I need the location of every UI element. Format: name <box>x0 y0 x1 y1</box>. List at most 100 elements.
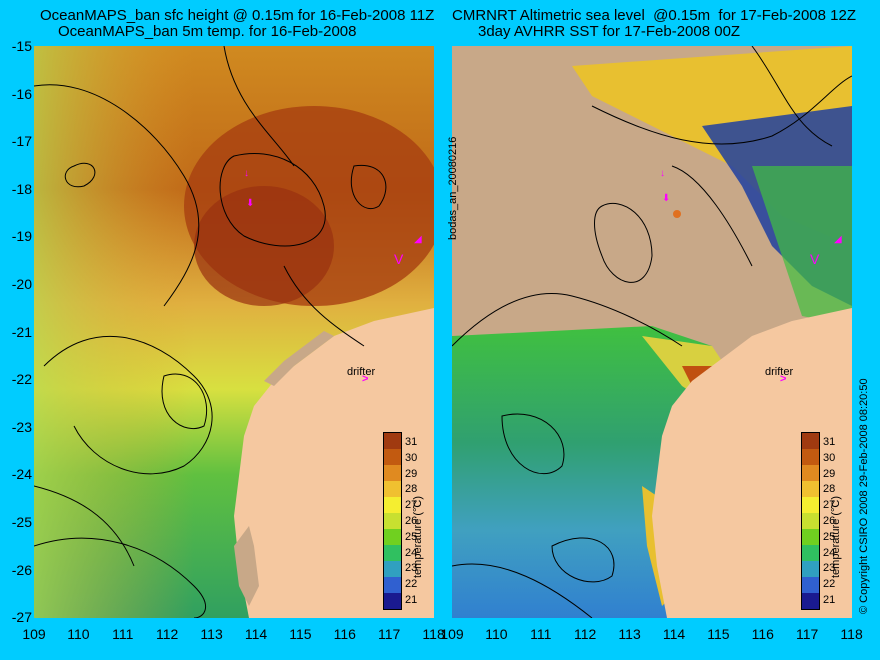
colorbar-swatch <box>384 545 401 561</box>
right-map-svg: ↓ ⬇ V ◢ <box>452 46 852 618</box>
colorbar-swatch <box>384 577 401 593</box>
x-tick-label: 116 <box>751 626 774 642</box>
colorbar-tick-label: 21 <box>405 594 418 606</box>
x-tick-label: 117 <box>378 626 401 642</box>
svg-text:⬇: ⬇ <box>246 198 254 209</box>
svg-text:V: V <box>810 251 820 267</box>
x-tick-label: 116 <box>333 626 356 642</box>
colorbar-swatch <box>802 513 819 529</box>
left-colorbar <box>383 432 402 610</box>
colorbar-tick-label: 28 <box>405 483 418 496</box>
colorbar-swatch <box>384 433 401 449</box>
x-tick-label: 114 <box>662 626 686 642</box>
right-colorbar-title: temperature (°C) <box>830 495 842 578</box>
y-tick-label: -18 <box>11 180 32 197</box>
colorbar-tick-label: 24 <box>823 546 836 559</box>
x-tick-label: 111 <box>530 626 552 642</box>
y-tick-label: -22 <box>11 371 32 388</box>
left-map-panel: ↓ ⬇ V ◢ <box>34 46 434 618</box>
colorbar-tick-label: 27 <box>405 499 418 512</box>
copyright-label: © Copyright CSIRO 2008 29-Feb-2008 08:20… <box>858 378 870 614</box>
x-tick-label: 113 <box>618 626 641 642</box>
y-tick-label: -27 <box>11 609 32 626</box>
y-tick-label: -26 <box>11 561 32 578</box>
run-id-label: bodas_an_20080216 <box>447 136 459 240</box>
colorbar-tick-label: 30 <box>405 451 418 464</box>
left-title-line2: OceanMAPS_ban 5m temp. for 16-Feb-2008 <box>58 23 357 40</box>
left-title-line1: OceanMAPS_ban sfc height @ 0.15m for 16-… <box>40 7 435 24</box>
colorbar-swatch <box>802 497 819 513</box>
svg-text:↓: ↓ <box>660 168 665 179</box>
right-drifter-arrow: > <box>780 373 787 385</box>
left-colorbar-title: temperature (°C) <box>412 495 424 578</box>
colorbar-tick-label: 23 <box>405 562 418 575</box>
colorbar-tick-label: 22 <box>405 578 418 591</box>
y-tick-label: -15 <box>11 38 32 54</box>
left-drifter-label: drifter <box>347 366 375 378</box>
colorbar-swatch <box>384 561 401 577</box>
left-drifter-text: drifter <box>347 366 376 378</box>
left-drifter-arrow: > <box>362 373 369 385</box>
colorbar-swatch <box>802 481 819 497</box>
x-tick-label: 117 <box>796 626 819 642</box>
colorbar-tick-label: 25 <box>405 530 418 543</box>
colorbar-tick-label: 24 <box>405 546 418 559</box>
colorbar-swatch <box>384 497 401 513</box>
colorbar-swatch <box>802 529 819 545</box>
right-colorbar <box>801 432 820 610</box>
y-tick-label: -16 <box>11 85 32 102</box>
svg-text:V: V <box>394 251 404 267</box>
colorbar-swatch <box>384 529 401 545</box>
right-title-line2: 3day AVHRR SST for 17-Feb-2008 00Z <box>478 23 741 40</box>
colorbar-swatch <box>384 465 401 481</box>
x-tick-label: 114 <box>244 626 268 642</box>
colorbar-tick-label: 30 <box>823 451 836 464</box>
x-tick-label: 110 <box>485 626 508 642</box>
colorbar-tick-label: 25 <box>823 530 836 543</box>
svg-text:◢: ◢ <box>834 234 842 245</box>
colorbar-swatch <box>384 449 401 465</box>
x-tick-label: 112 <box>574 626 597 642</box>
colorbar-swatch <box>802 577 819 593</box>
colorbar-tick-label: 22 <box>823 578 836 591</box>
colorbar-tick-label: 29 <box>823 467 836 480</box>
y-tick-label: -17 <box>11 133 32 150</box>
right-title-line1: CMRNRT Altimetric sea level @0.15m for 1… <box>452 7 856 24</box>
colorbar-swatch <box>802 561 819 577</box>
x-tick-label: 115 <box>289 626 312 642</box>
y-tick-label: -19 <box>11 228 32 245</box>
x-tick-label: 113 <box>200 626 223 642</box>
y-tick-label: -25 <box>11 514 32 530</box>
y-tick-label: -23 <box>11 418 32 435</box>
colorbar-swatch <box>802 433 819 449</box>
colorbar-swatch <box>384 481 401 497</box>
y-tick-label: -20 <box>11 276 32 292</box>
colorbar-tick-label: 31 <box>405 436 418 448</box>
colorbar-tick-label: 21 <box>823 594 836 606</box>
x-tick-label: 110 <box>67 626 90 642</box>
svg-text:⬇: ⬇ <box>662 193 670 204</box>
x-tick-label: 115 <box>707 626 730 642</box>
svg-text:↓: ↓ <box>244 168 249 179</box>
y-tick-label: -24 <box>11 466 32 483</box>
colorbar-swatch <box>802 545 819 561</box>
colorbar-tick-label: 31 <box>823 436 836 448</box>
y-tick-label: -21 <box>11 323 32 340</box>
x-tick-label: 118 <box>840 626 863 642</box>
right-drifter-label: drifter <box>765 366 793 378</box>
x-tick-label: 112 <box>156 626 179 642</box>
colorbar-tick-label: 29 <box>405 467 418 480</box>
right-map-panel: ↓ ⬇ V ◢ <box>452 46 852 618</box>
colorbar-tick-label: 26 <box>823 515 836 527</box>
left-map-svg: ↓ ⬇ V ◢ <box>34 46 434 618</box>
x-tick-label: 118 <box>422 626 445 642</box>
colorbar-swatch <box>384 593 401 609</box>
colorbar-tick-label: 23 <box>823 562 836 575</box>
colorbar-tick-label: 26 <box>405 515 418 527</box>
right-drifter-text: drifter <box>765 366 794 378</box>
colorbar-tick-label: 27 <box>823 499 836 512</box>
colorbar-swatch <box>802 465 819 481</box>
svg-text:◢: ◢ <box>414 234 422 245</box>
x-tick-label: 109 <box>22 626 46 642</box>
colorbar-swatch <box>802 449 819 465</box>
